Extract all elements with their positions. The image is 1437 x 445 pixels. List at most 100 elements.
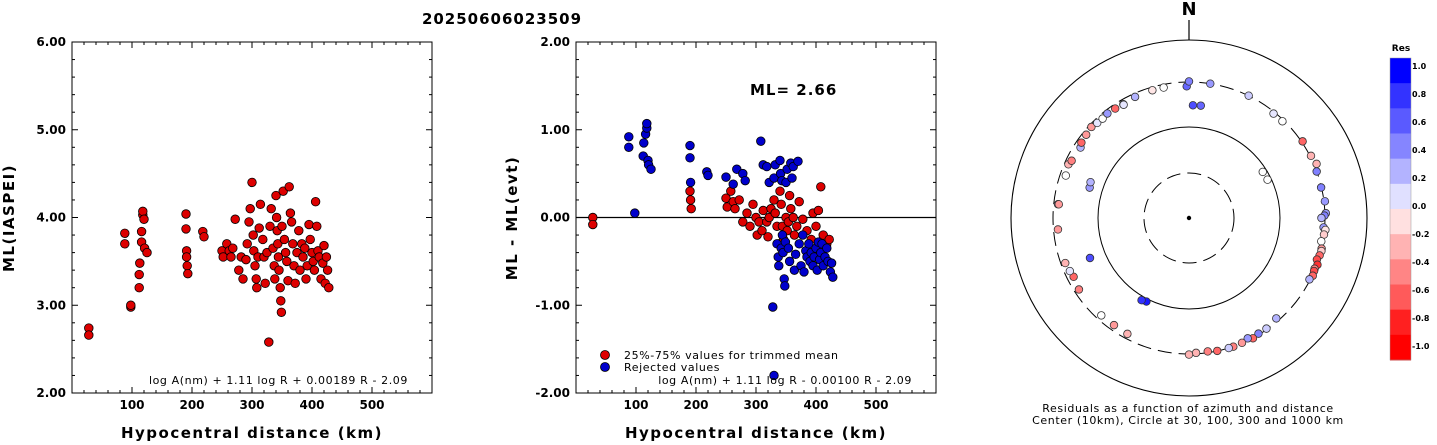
rejected-point: [639, 138, 649, 148]
legend-marker-accepted: [600, 350, 610, 360]
x-tick-label: 100: [623, 398, 648, 412]
north-label: N: [1181, 0, 1196, 20]
x-tick-label: 100: [119, 398, 144, 412]
residual-point: [1306, 151, 1316, 161]
accepted-point: [786, 204, 796, 214]
rejected-point: [794, 239, 804, 249]
rejected-point: [784, 256, 795, 267]
data-point: [271, 212, 282, 223]
data-point: [84, 330, 94, 340]
accepted-point: [813, 205, 824, 216]
rejected-point: [787, 173, 797, 183]
residual-point: [1254, 329, 1263, 338]
residual-point: [1069, 272, 1078, 281]
data-point: [183, 268, 193, 279]
data-point: [181, 252, 192, 262]
legend-label-rejected: Rejected values: [624, 361, 720, 374]
rejected-point: [624, 142, 634, 153]
data-point: [181, 224, 191, 234]
data-point: [310, 197, 321, 207]
data-point: [304, 219, 314, 230]
data-point: [126, 300, 136, 310]
data-point: [134, 269, 144, 280]
rejected-point: [798, 230, 808, 240]
residual-point: [1061, 258, 1070, 268]
center-marker: [1186, 215, 1192, 221]
residual-point: [1243, 334, 1252, 343]
accepted-point: [788, 212, 798, 223]
data-point: [322, 265, 333, 275]
residual-point: [1086, 177, 1095, 187]
formula-text: log A(nm) + 1.11 log R - 0.00100 R - 2.0…: [658, 374, 912, 387]
x-axis-label: Hypocentral distance (km): [625, 424, 887, 441]
data-point: [273, 239, 283, 249]
accepted-point: [811, 221, 821, 231]
data-point: [254, 223, 264, 233]
residual-point: [1272, 314, 1281, 323]
data-point: [252, 283, 262, 293]
data-point: [305, 234, 315, 245]
residual-point: [1159, 83, 1168, 92]
rejected-point: [762, 161, 772, 172]
caption-line-2: Center (10km), Circle at 30, 100, 300 an…: [1032, 414, 1344, 427]
rejected-point: [826, 258, 837, 268]
data-point: [248, 230, 258, 240]
residual-point: [1061, 171, 1071, 180]
data-point: [285, 208, 296, 218]
y-tick-label: 4.00: [36, 211, 66, 225]
data-point: [271, 190, 281, 201]
colorbar-label: 1.0: [1412, 62, 1427, 71]
accepted-point: [754, 217, 764, 227]
data-point: [228, 243, 238, 253]
rejected-point: [685, 153, 695, 163]
data-point: [136, 226, 147, 237]
data-point: [301, 274, 311, 284]
rejected-point: [740, 175, 750, 186]
data-point: [142, 247, 152, 258]
residual-point: [1312, 167, 1321, 176]
accepted-point: [816, 182, 826, 192]
colorbar-segment: [1390, 209, 1411, 235]
colorbar-label: 0.6: [1412, 118, 1427, 127]
rejected-point: [799, 267, 809, 277]
y-tick-label: 2.00: [36, 386, 66, 400]
residual-point: [1263, 175, 1272, 184]
accepted-point: [742, 208, 752, 218]
data-point: [242, 239, 252, 249]
accepted-point: [824, 234, 834, 245]
data-point: [265, 221, 275, 231]
rejected-point: [756, 136, 766, 146]
data-point: [300, 243, 310, 253]
residual-point: [1054, 200, 1063, 209]
data-point: [245, 204, 255, 214]
residual-point: [1065, 266, 1075, 276]
colorbar-label: 0.0: [1412, 202, 1427, 211]
residual-point: [1097, 311, 1106, 320]
data-point: [230, 214, 240, 224]
colorbar-segment: [1390, 158, 1411, 185]
colorbar: 1.0 0.8 0.6 0.4 0.2 0.0 -0.2 -0.4 -0.6 -0.8 -1.0: [1389, 57, 1430, 361]
y-axis-label: ML(IASPEI): [0, 164, 18, 272]
rejected-point: [780, 281, 790, 291]
data-point: [312, 221, 322, 231]
data-point: [324, 283, 334, 293]
data-point: [234, 265, 244, 275]
residual-point: [1206, 79, 1215, 88]
rejected-point: [703, 170, 713, 181]
accepted-point: [770, 208, 780, 218]
data-point: [321, 252, 332, 262]
colorbar-segment: [1390, 234, 1411, 260]
residual-point: [1130, 92, 1140, 102]
data-point: [275, 283, 285, 293]
data-point: [264, 337, 274, 347]
colorbar-segment: [1390, 309, 1411, 336]
residual-point: [1093, 118, 1102, 128]
accepted-point: [798, 214, 808, 224]
accepted-point: [769, 195, 779, 205]
rejected-point: [646, 164, 656, 174]
ring-30km: [1143, 172, 1235, 264]
x-tick-label: 400: [299, 398, 324, 412]
data-point: [238, 274, 248, 284]
residual-point: [1312, 159, 1321, 169]
